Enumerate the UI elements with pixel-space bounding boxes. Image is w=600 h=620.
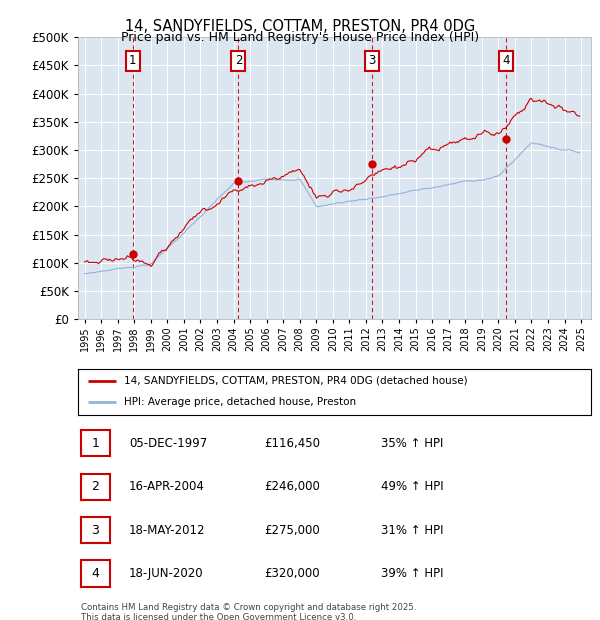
Text: Price paid vs. HM Land Registry's House Price Index (HPI): Price paid vs. HM Land Registry's House … (121, 31, 479, 44)
Text: 3: 3 (91, 524, 100, 536)
Text: 2: 2 (235, 55, 242, 68)
Text: 1: 1 (129, 55, 137, 68)
Text: 16-APR-2004: 16-APR-2004 (129, 480, 205, 493)
Text: £246,000: £246,000 (264, 480, 320, 493)
Text: 4: 4 (502, 55, 509, 68)
Text: 4: 4 (91, 567, 100, 580)
Text: £320,000: £320,000 (264, 567, 320, 580)
Text: 05-DEC-1997: 05-DEC-1997 (129, 437, 207, 450)
Text: 18-MAY-2012: 18-MAY-2012 (129, 524, 205, 536)
Text: Contains HM Land Registry data © Crown copyright and database right 2025.
This d: Contains HM Land Registry data © Crown c… (81, 603, 416, 620)
Text: 1: 1 (91, 437, 100, 450)
Text: 49% ↑ HPI: 49% ↑ HPI (381, 480, 443, 493)
Text: 14, SANDYFIELDS, COTTAM, PRESTON, PR4 0DG (detached house): 14, SANDYFIELDS, COTTAM, PRESTON, PR4 0D… (124, 376, 468, 386)
Text: £275,000: £275,000 (264, 524, 320, 536)
Text: £116,450: £116,450 (264, 437, 320, 450)
Text: 31% ↑ HPI: 31% ↑ HPI (381, 524, 443, 536)
Text: 35% ↑ HPI: 35% ↑ HPI (381, 437, 443, 450)
Text: 14, SANDYFIELDS, COTTAM, PRESTON, PR4 0DG: 14, SANDYFIELDS, COTTAM, PRESTON, PR4 0D… (125, 19, 475, 33)
Text: 39% ↑ HPI: 39% ↑ HPI (381, 567, 443, 580)
Text: 2: 2 (91, 480, 100, 493)
Text: 18-JUN-2020: 18-JUN-2020 (129, 567, 203, 580)
Text: 3: 3 (368, 55, 376, 68)
Text: HPI: Average price, detached house, Preston: HPI: Average price, detached house, Pres… (124, 397, 356, 407)
